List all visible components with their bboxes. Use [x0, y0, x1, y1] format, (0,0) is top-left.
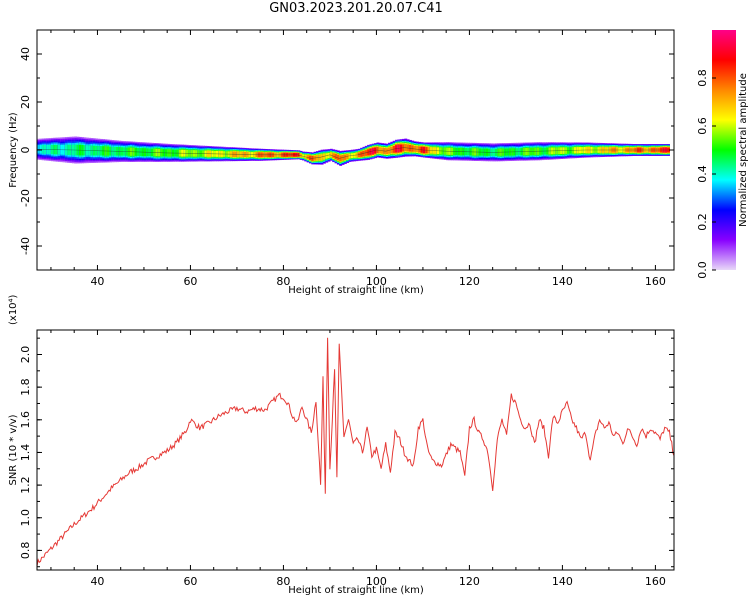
y-tick-label: 2.0 — [19, 346, 32, 364]
spectrogram-cell — [367, 149, 371, 156]
snr-panel: 40 60 80 100 120 140 160 0.8 1.0 1.2 1.4 1.6 1.8 2.0… — [8, 294, 675, 596]
snr-x-label: Height of straight line (km) — [288, 585, 424, 596]
x-tick-label: 140 — [552, 275, 573, 288]
spectrogram-cell — [388, 147, 391, 154]
spectrogram-cell — [364, 150, 368, 156]
colorbar-tick-label: 0.8 — [696, 69, 709, 87]
snr-y-multiplier: (x10⁴) — [8, 294, 19, 325]
colorbar-tick-label: 0.6 — [696, 117, 709, 135]
spectrogram-y-ticks: -40 -20 0 20 40 — [19, 29, 674, 271]
spectrogram-cell — [374, 147, 378, 154]
spectrogram-cell — [371, 148, 375, 155]
snr-x-ticks: 40 60 80 100 120 140 160 — [50, 330, 666, 588]
y-tick-label: 40 — [19, 47, 32, 61]
y-tick-label: 1.4 — [19, 444, 32, 462]
x-tick-label: 60 — [183, 575, 197, 588]
y-tick-label: -20 — [19, 189, 32, 207]
snr-frame — [36, 329, 675, 571]
x-tick-label: 100 — [366, 575, 387, 588]
spectrogram-cell — [309, 155, 312, 161]
spectrogram-x-label: Height of straight line (km) — [288, 285, 424, 296]
spectrogram-cell — [339, 155, 343, 162]
colorbar-bar — [712, 30, 736, 270]
spectrogram-cell — [346, 154, 350, 160]
x-tick-label: 80 — [276, 575, 290, 588]
x-tick-label: 160 — [645, 275, 666, 288]
spectrogram-cell — [360, 151, 364, 157]
spectrogram-cell — [392, 145, 396, 153]
spectrogram-cell — [341, 154, 345, 161]
colorbar-ticks: 0.0 0.2 0.4 0.6 0.8 — [696, 69, 716, 279]
snr-series-line — [37, 337, 674, 567]
spectrogram-cell — [334, 153, 338, 160]
x-tick-label: 60 — [183, 275, 197, 288]
spectrogram-panel: 40 60 80 100 120 140 160 -40 -20 0 20 40 Height of… — [8, 29, 675, 296]
y-tick-label: 20 — [19, 95, 32, 109]
spectrogram-cell — [357, 152, 361, 158]
spectrogram-cell — [369, 148, 373, 155]
y-tick-label: 0 — [19, 147, 32, 154]
y-tick-label: 1.0 — [19, 509, 32, 527]
colorbar-tick-label: 0.0 — [696, 261, 709, 279]
x-tick-label: 120 — [459, 275, 480, 288]
x-tick-label: 120 — [459, 575, 480, 588]
y-tick-label: 1.6 — [19, 411, 32, 429]
y-tick-label: 0.8 — [19, 542, 32, 560]
x-tick-label: 140 — [552, 575, 573, 588]
spectrogram-cell — [304, 154, 308, 159]
y-tick-label: 1.2 — [19, 476, 32, 494]
snr-y-ticks: 0.8 1.0 1.2 1.4 1.6 1.8 2.0 — [19, 337, 674, 568]
spectrogram-cell — [336, 154, 340, 161]
spectrogram-ridge — [37, 147, 670, 159]
colorbar-tick-label: 0.4 — [696, 165, 709, 183]
x-tick-label: 100 — [366, 275, 387, 288]
spectrogram-ridge-line — [37, 147, 670, 159]
colorbar-label: Normalized spectral amplitude — [738, 73, 749, 227]
spectrogram-cell — [362, 150, 366, 157]
colorbar: 0.0 0.2 0.4 0.6 0.8 Normalized spectral ampl… — [696, 30, 749, 279]
spectrogram-cell — [306, 155, 310, 160]
spectrogram-cell — [332, 153, 336, 159]
spectrogram-cell — [322, 153, 326, 160]
spectrogram-cell — [297, 153, 301, 157]
spectrogram-cell — [302, 154, 305, 158]
spectrogram-cell — [325, 153, 329, 159]
y-tick-label: 1.8 — [19, 378, 32, 396]
page-title: GN03.2023.201.20.07.C41 — [269, 1, 443, 16]
spectrogram-cell — [390, 146, 394, 154]
x-tick-label: 40 — [90, 575, 104, 588]
y-tick-label: -40 — [19, 237, 32, 255]
snr-background — [37, 330, 674, 570]
spectrogram-cell — [320, 154, 324, 161]
spectrogram-x-ticks: 40 60 80 100 120 140 160 — [50, 30, 666, 288]
snr-y-label: SNR (10 * v/v) — [8, 414, 19, 485]
colorbar-tick-label: 0.2 — [696, 213, 709, 231]
spectrogram-cell — [385, 148, 389, 155]
spectrogram-cell — [327, 152, 331, 158]
x-tick-label: 40 — [90, 275, 104, 288]
spectrogram-cell — [329, 152, 333, 158]
x-tick-label: 80 — [276, 275, 290, 288]
x-tick-label: 160 — [645, 575, 666, 588]
spectrogram-cell — [299, 153, 303, 158]
spectrogram-cell — [343, 154, 347, 160]
spectrogram-y-label: Frequency (Hz) — [8, 112, 19, 188]
